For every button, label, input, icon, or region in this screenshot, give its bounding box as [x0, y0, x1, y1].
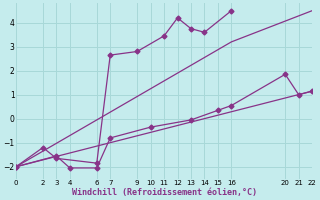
X-axis label: Windchill (Refroidissement éolien,°C): Windchill (Refroidissement éolien,°C)	[72, 188, 257, 197]
